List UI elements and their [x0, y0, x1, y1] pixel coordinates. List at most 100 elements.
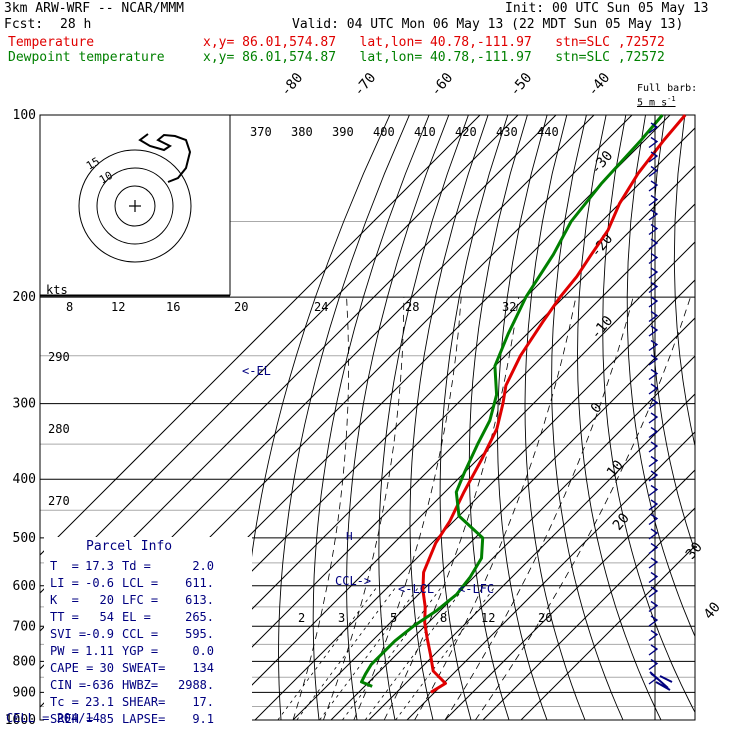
hodograph-speed-label: 20 [234, 300, 248, 314]
wind-barb [648, 600, 659, 613]
parcel-label: Tc = [50, 695, 79, 709]
isotherm-label: 30 [683, 539, 706, 562]
isotherm-label: 0 [588, 400, 606, 417]
dry-adiabat [278, 115, 410, 720]
pressure-label: 800 [13, 654, 36, 669]
hodograph-ring [78, 149, 192, 263]
plot-frame [39, 114, 696, 721]
init-time: Init: 00 UTC Sun 05 May 13 [505, 1, 709, 16]
wind-barb [648, 470, 659, 482]
dry-adiabat [650, 115, 695, 553]
parcel-label: Td = [122, 559, 151, 573]
parcel-value: 134 [192, 661, 214, 675]
dry-adiabat [602, 115, 695, 714]
parcel-label: LI = [50, 576, 79, 590]
wind-barb [648, 426, 659, 439]
dewpoint-legend: Dewpoint temperature [8, 50, 165, 65]
theta-side-label: 280 [48, 422, 70, 436]
wind-barb [648, 281, 659, 294]
theta-side-label: 290 [48, 350, 70, 364]
pressure-label: 400 [13, 472, 36, 487]
full-barb-exp: -1 [667, 95, 676, 103]
moist-adiabat [475, 296, 691, 720]
isotherm [292, 317, 695, 720]
wind-barb [648, 557, 659, 569]
parcel-value: 2988. [178, 678, 215, 692]
parcel-value: -636 [85, 678, 114, 692]
dewpoint-line [360, 114, 664, 688]
pressure-label: 200 [13, 290, 36, 305]
wind-barb [648, 513, 659, 526]
hodo-h-mark: H [346, 530, 353, 543]
temperature-line [421, 114, 687, 694]
pressure-label: 600 [13, 579, 36, 594]
pressure-label: 100 [13, 108, 36, 123]
parcel-label: EL = [122, 610, 151, 624]
hodograph-speed-label: 24 [314, 300, 328, 314]
hodograph-speed-label: 8 [66, 300, 73, 314]
full-barb-unit: 5 m s [637, 97, 668, 109]
wind-barb [648, 542, 659, 555]
wind-barb [648, 383, 659, 395]
moist-adiabat [414, 297, 577, 720]
parcel-value: 595. [185, 627, 214, 641]
mixing-ratio-label: 8 [440, 611, 447, 625]
dry-adiabat [312, 115, 430, 720]
isotherm [444, 469, 695, 720]
hodograph-speed-label: 16 [166, 300, 180, 314]
dry-adiabat [439, 115, 509, 720]
wind-barb-cluster [649, 671, 673, 691]
parcel-label: PW = [50, 644, 79, 658]
wind-barb [648, 368, 659, 381]
hodograph-ring-label: 15 [84, 155, 102, 173]
wind-barb [648, 252, 659, 265]
hodograph-speed-label: 12 [111, 300, 125, 314]
valid-time: Valid: 04 UTC Mon 06 May 13 (22 MDT Sun … [292, 17, 684, 32]
ccl-mark: CCL-> [335, 574, 371, 588]
wind-barb [648, 441, 659, 453]
mixing-ratio-label: 3 [338, 611, 345, 625]
moist-adiabat [323, 297, 405, 720]
isotherm [178, 203, 695, 720]
wind-barb [648, 354, 659, 366]
dry-adiabat [626, 115, 695, 638]
dry-adiabat [577, 115, 662, 720]
wind-barb [648, 122, 659, 134]
wind-barb [648, 658, 659, 671]
pressure-label: 300 [13, 397, 36, 412]
dewpoint-location: x,y= 86.01,574.87 lat,lon= 40.78,-111.97… [203, 50, 665, 65]
wind-barb [648, 238, 659, 250]
hodograph-speed-label: 32 [502, 300, 516, 314]
parcel-info-title: Parcel Info [86, 539, 173, 554]
wind-barb [648, 397, 659, 410]
theta-label: 420 [455, 125, 477, 139]
isotherm-label: 40 [701, 599, 724, 622]
theta-label: 370 [250, 125, 272, 139]
wind-barb [648, 629, 659, 642]
hodograph-trace [138, 133, 192, 183]
dry-adiabat [346, 115, 450, 720]
parcel-label: CAPE = [50, 661, 94, 675]
theta-label: 440 [537, 125, 559, 139]
parcel-value: 20 [99, 593, 114, 607]
wind-barb [648, 571, 659, 584]
dry-adiabat [719, 115, 740, 720]
isotherm-label: 10 [604, 457, 627, 480]
theta-side-label: 270 [48, 494, 70, 508]
mixing-ratio-label: 2 [298, 611, 305, 625]
dry-adiabat [551, 115, 624, 720]
parcel-label: YGP = [122, 644, 159, 658]
wind-barb [648, 499, 659, 511]
parcel-value: 23.1 [85, 695, 114, 709]
pressure-label: 900 [13, 685, 36, 700]
isotherm [520, 545, 695, 720]
theta-label: 430 [496, 125, 518, 139]
isotherm [368, 393, 695, 720]
parcel-label: TT = [50, 610, 79, 624]
wind-barb [648, 339, 659, 352]
parcel-label: SVI = [50, 627, 87, 641]
dry-adiabat [468, 115, 528, 720]
fcst-label: Fcst: [4, 17, 44, 32]
mixing-ratio-label: 12 [481, 611, 495, 625]
